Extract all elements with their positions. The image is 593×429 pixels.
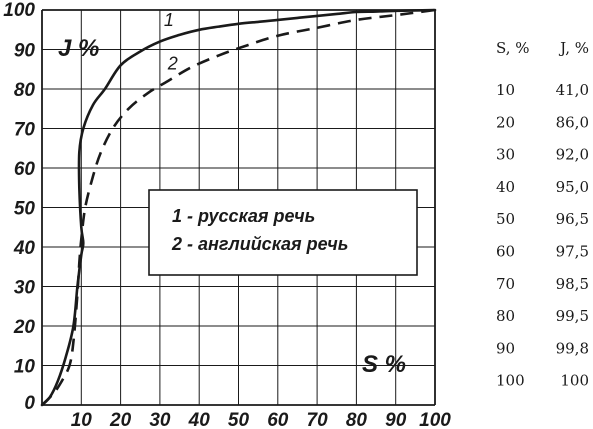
table-cell-s: 50 bbox=[496, 210, 515, 228]
table-cell-s: 20 bbox=[496, 113, 515, 131]
data-table: S, % J, % 10 41,0 20 86,0 30 92,0 40 95,0 50 96,5… bbox=[496, 39, 589, 390]
table-cell-j: 97,5 bbox=[556, 243, 589, 261]
table-cell-s: 10 bbox=[496, 81, 515, 99]
x-tick-label: 30 bbox=[149, 410, 171, 429]
x-tick-label: 100 bbox=[419, 410, 451, 429]
table-cell-s: 40 bbox=[496, 178, 515, 196]
y-tick-label: 60 bbox=[14, 159, 36, 180]
table-cell-j: 86,0 bbox=[556, 113, 589, 131]
table-cell-j: 92,0 bbox=[556, 146, 589, 164]
y-tick-label: 40 bbox=[13, 238, 36, 259]
y-tick-label: 70 bbox=[14, 120, 36, 141]
table-cell-j: 96,5 bbox=[556, 210, 589, 228]
table-cell-j: 99,8 bbox=[556, 339, 589, 357]
table-cell-s: 90 bbox=[496, 339, 515, 357]
x-tick-label: 10 bbox=[71, 410, 93, 429]
table-cell-s: 30 bbox=[496, 146, 515, 164]
x-tick-labels: 10 20 30 40 50 60 70 80 90 100 bbox=[71, 410, 452, 429]
curves: 12 bbox=[40, 8, 437, 407]
x-tick-label: 60 bbox=[267, 410, 289, 429]
y-tick-label: 50 bbox=[14, 199, 36, 220]
y-tick-label: 10 bbox=[14, 357, 36, 378]
y-tick-label: 100 bbox=[3, 0, 35, 21]
table-header-j: J, % bbox=[558, 39, 589, 57]
x-tick-label: 70 bbox=[307, 410, 329, 429]
legend-item-2: 2 - английская речь bbox=[171, 234, 348, 254]
table-rows: 10 41,0 20 86,0 30 92,0 40 95,0 50 96,5 60 97,5 70 98… bbox=[496, 81, 589, 390]
table-cell-s: 100 bbox=[496, 372, 525, 390]
legend-box bbox=[148, 189, 418, 276]
x-tick-label: 20 bbox=[109, 410, 132, 429]
x-axis-label: S % bbox=[362, 351, 406, 378]
legend: 1 - русская речь 2 - английская речь bbox=[148, 189, 418, 276]
table-cell-s: 60 bbox=[496, 243, 515, 261]
curve-marker-1: 1 bbox=[164, 10, 174, 30]
y-tick-labels: 0 10 20 30 40 50 60 70 80 90 100 bbox=[3, 0, 35, 414]
y-tick-label: 90 bbox=[14, 41, 36, 62]
table-cell-j: 41,0 bbox=[556, 81, 589, 99]
table-cell-j: 98,5 bbox=[556, 275, 589, 293]
x-tick-label: 80 bbox=[346, 410, 368, 429]
x-tick-label: 40 bbox=[188, 410, 211, 429]
y-axis-label: J % bbox=[58, 35, 99, 62]
table-cell-j: 95,0 bbox=[556, 178, 589, 196]
y-tick-label: 80 bbox=[14, 80, 36, 101]
table-header-s: S, % bbox=[496, 39, 530, 57]
series-line-2 bbox=[41, 8, 436, 406]
y-tick-label: 20 bbox=[13, 317, 36, 338]
x-tick-label: 50 bbox=[228, 410, 250, 429]
curve-marker-2: 2 bbox=[167, 53, 178, 73]
table-cell-s: 80 bbox=[496, 307, 515, 325]
table-cell-s: 70 bbox=[496, 275, 515, 293]
x-tick-label: 90 bbox=[385, 410, 407, 429]
table-cell-j: 99,5 bbox=[556, 307, 589, 325]
table-cell-j: 100 bbox=[560, 372, 589, 390]
y-tick-label: 0 bbox=[24, 393, 35, 414]
grid bbox=[41, 9, 436, 406]
legend-item-1: 1 - русская речь bbox=[172, 206, 315, 226]
y-tick-label: 30 bbox=[14, 278, 36, 299]
